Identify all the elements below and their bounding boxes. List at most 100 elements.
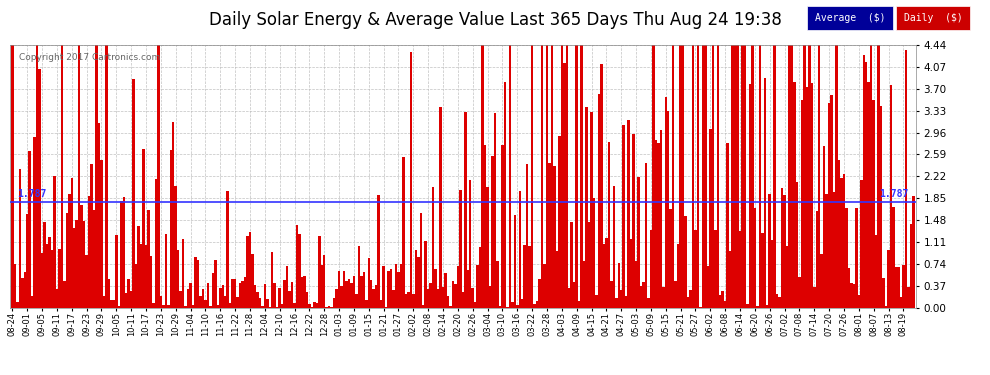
Bar (855, 208, 857, 308)
Bar (702, 42, 704, 308)
Bar (652, 42, 654, 308)
Bar (811, 83, 813, 308)
Bar (857, 295, 860, 307)
Bar (625, 296, 628, 307)
Bar (882, 278, 885, 308)
Bar (689, 290, 692, 308)
Bar (70, 178, 73, 308)
Bar (746, 304, 748, 307)
Bar (323, 255, 326, 308)
Bar (395, 264, 397, 308)
Bar (390, 268, 392, 308)
Bar (187, 290, 189, 308)
Bar (781, 188, 783, 308)
Bar (501, 145, 504, 308)
Bar (261, 306, 263, 308)
Bar (798, 278, 801, 308)
Bar (24, 272, 26, 308)
Bar (224, 296, 227, 307)
Bar (732, 42, 734, 308)
Bar (83, 220, 85, 308)
Bar (278, 288, 281, 308)
Bar (836, 42, 838, 308)
Bar (575, 42, 578, 308)
Bar (214, 260, 217, 308)
Bar (130, 291, 133, 308)
Bar (298, 234, 301, 308)
Bar (437, 289, 440, 308)
Bar (841, 178, 842, 308)
Bar (103, 296, 105, 307)
Bar (199, 296, 202, 307)
Bar (647, 298, 649, 307)
Bar (776, 294, 778, 307)
Bar (197, 260, 199, 308)
Bar (31, 296, 34, 307)
Bar (742, 42, 743, 308)
Text: Daily  ($): Daily ($) (904, 13, 962, 22)
Bar (570, 222, 573, 308)
Bar (365, 300, 367, 307)
Bar (603, 244, 605, 308)
Bar (296, 225, 298, 308)
Bar (608, 142, 610, 308)
Bar (263, 284, 266, 308)
Bar (761, 234, 763, 308)
Bar (108, 279, 110, 308)
Bar (748, 84, 751, 308)
Bar (239, 283, 242, 308)
Bar (585, 106, 588, 308)
Bar (417, 257, 420, 307)
Bar (588, 222, 590, 308)
Bar (343, 271, 346, 308)
Bar (737, 42, 739, 308)
Bar (526, 164, 529, 308)
Text: Average  ($): Average ($) (815, 13, 885, 22)
Bar (613, 186, 615, 308)
Bar (875, 235, 877, 308)
Bar (85, 255, 88, 308)
Bar (407, 292, 410, 308)
Bar (189, 284, 192, 308)
Bar (717, 42, 719, 308)
Bar (157, 42, 159, 308)
Bar (558, 136, 560, 308)
Text: 1.787: 1.787 (879, 189, 909, 200)
Bar (727, 143, 729, 308)
Bar (346, 281, 347, 308)
Bar (615, 298, 618, 307)
Bar (26, 214, 29, 308)
Bar (553, 166, 555, 308)
Bar (788, 42, 791, 308)
Bar (808, 42, 811, 308)
Bar (167, 304, 169, 307)
Bar (174, 186, 177, 308)
Bar (905, 50, 907, 308)
Bar (80, 205, 83, 308)
Bar (222, 285, 224, 308)
Bar (293, 303, 296, 307)
Bar (885, 306, 887, 308)
Bar (813, 287, 816, 308)
Bar (194, 257, 197, 307)
Bar (382, 266, 385, 308)
Bar (169, 150, 172, 308)
Bar (672, 42, 674, 308)
Bar (229, 303, 232, 307)
Bar (73, 228, 75, 308)
Bar (244, 277, 247, 308)
Bar (630, 239, 633, 308)
Bar (184, 306, 187, 308)
Bar (362, 272, 365, 308)
Bar (192, 305, 194, 308)
Bar (90, 164, 93, 308)
Bar (677, 244, 679, 308)
Bar (511, 302, 514, 307)
Bar (430, 283, 432, 308)
Bar (870, 42, 872, 308)
Bar (422, 305, 425, 308)
Bar (303, 276, 306, 308)
Bar (34, 136, 36, 308)
Text: 1.787: 1.787 (17, 189, 47, 200)
Bar (877, 42, 880, 308)
